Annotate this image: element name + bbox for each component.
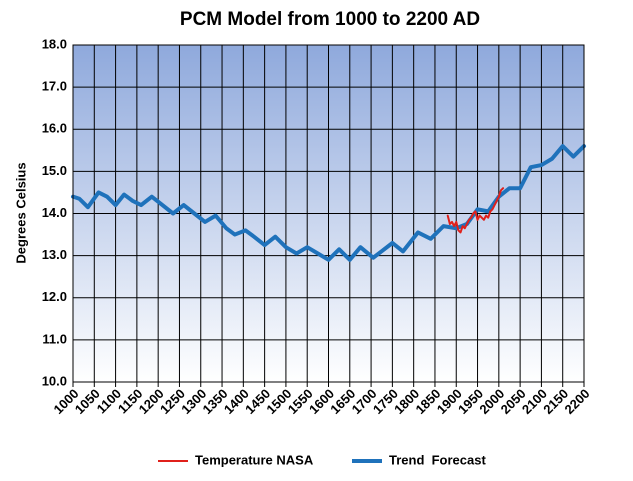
y-tick-label: 11.0 (42, 331, 67, 346)
y-tick-label: 16.0 (42, 121, 67, 136)
y-tick-label: 17.0 (42, 79, 67, 94)
x-tick-label: 2200 (561, 386, 592, 417)
series-line (446, 187, 505, 234)
y-tick-label: 15.0 (42, 163, 67, 178)
y-axis-label: Degrees Celsius (13, 162, 28, 263)
chart-title: PCM Model from 1000 to 2200 AD (180, 9, 480, 30)
y-tick-label: 14.0 (42, 205, 67, 220)
y-tick-label: 12.0 (42, 289, 67, 304)
y-tick-label: 13.0 (42, 247, 67, 262)
y-tick-label: 10.0 (42, 373, 67, 388)
y-tick-label: 18.0 (42, 36, 67, 51)
marks (71, 144, 586, 262)
legend-label: Temperature NASA (195, 452, 314, 467)
legend-label: Trend Forecast (389, 452, 486, 467)
